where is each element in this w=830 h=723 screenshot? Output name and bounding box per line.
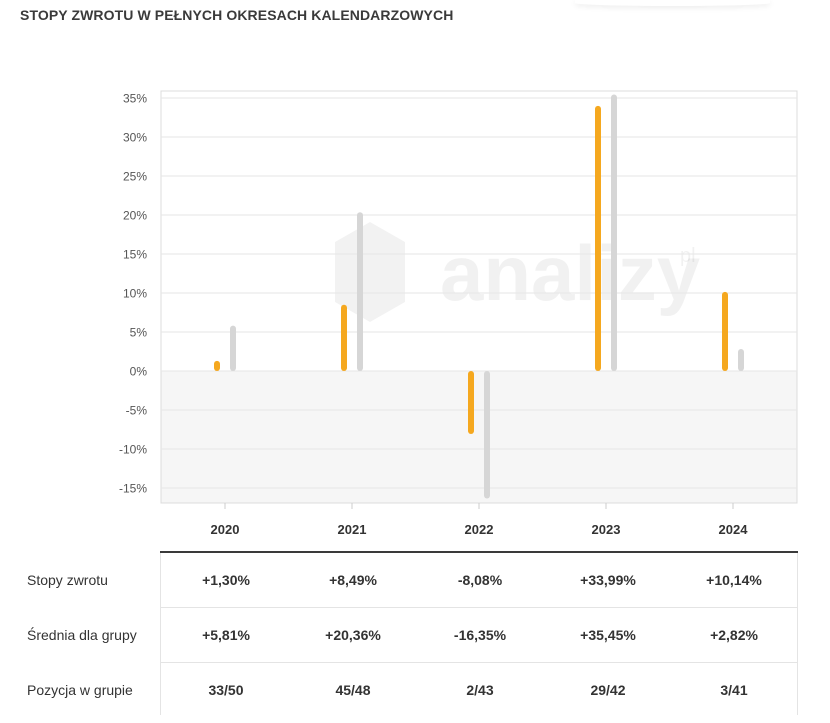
y-tick-label: 0%	[130, 365, 148, 379]
cell-returns-2020: +1,30%	[202, 572, 250, 588]
returns-table: Stopy zwrotu +1,30% +8,49% -8,08% +33,99…	[27, 551, 798, 717]
negative-band	[161, 371, 797, 503]
y-tick-label: 35%	[123, 92, 147, 106]
x-tick-label-2024: 2024	[719, 522, 749, 537]
x-tick-label-2020: 2020	[211, 522, 240, 537]
row-label-group-average: Średnia dla grupy	[27, 627, 137, 643]
y-tick-label: 5%	[130, 326, 148, 340]
cell-position-2021: 45/48	[335, 682, 371, 698]
cell-group-2023: +35,45%	[580, 627, 636, 643]
cell-position-2024: 3/41	[720, 682, 748, 698]
y-tick-label: -10%	[119, 443, 147, 457]
watermark-text: analizy	[440, 229, 700, 317]
table-row-returns: Stopy zwrotu +1,30% +8,49% -8,08% +33,99…	[27, 551, 798, 608]
x-tick-label-2023: 2023	[592, 522, 621, 537]
bar-group-2022	[484, 371, 490, 499]
bar-fund-2021	[341, 304, 347, 371]
y-tick-label: -5%	[126, 404, 148, 418]
table-row-group-average: Średnia dla grupy +5,81% +20,36% -16,35%…	[27, 608, 798, 663]
cell-position-2020: 33/50	[208, 682, 244, 698]
bar-fund-2020	[214, 360, 220, 371]
watermark-suffix: pl	[680, 245, 696, 267]
bar-group-2021	[357, 212, 363, 371]
y-tick-label: -15%	[119, 482, 147, 496]
table-left-border	[160, 551, 161, 715]
y-tick-label: 10%	[123, 287, 147, 301]
row-label-returns: Stopy zwrotu	[27, 572, 108, 588]
bar-fund-2024	[722, 291, 728, 371]
bar-fund-2023	[595, 105, 601, 372]
cell-position-2022: 2/43	[466, 682, 494, 698]
bar-group-2024	[738, 349, 744, 371]
bar-group-2020	[230, 325, 236, 371]
cell-group-2020: +5,81%	[202, 627, 250, 643]
cell-group-2021: +20,36%	[325, 627, 381, 643]
cell-group-2024: +2,82%	[710, 627, 758, 643]
cell-returns-2021: +8,49%	[329, 572, 377, 588]
x-tick-label-2021: 2021	[338, 522, 367, 537]
bar-fund-2022	[468, 371, 474, 435]
row-label-position: Pozycja w grupie	[27, 682, 133, 698]
table-right-border	[797, 551, 798, 715]
cell-group-2022: -16,35%	[453, 627, 507, 643]
y-tick-label: 25%	[123, 170, 147, 184]
y-tick-label: 15%	[123, 248, 147, 262]
cell-returns-2022: -8,08%	[457, 572, 503, 588]
y-tick-label: 30%	[123, 131, 147, 145]
chart-title: STOPY ZWROTU W PEŁNYCH OKRESACH KALENDAR…	[20, 7, 454, 23]
cell-position-2023: 29/42	[590, 682, 626, 698]
x-tick-label-2022: 2022	[465, 522, 494, 537]
y-tick-label: 20%	[123, 209, 147, 223]
cell-returns-2023: +33,99%	[580, 572, 636, 588]
table-row-position: Pozycja w grupie 33/50 45/48 2/43 29/42 …	[27, 663, 798, 717]
bar-group-2023	[611, 94, 617, 372]
cell-returns-2024: +10,14%	[706, 572, 762, 588]
watermark-logo	[335, 222, 405, 322]
